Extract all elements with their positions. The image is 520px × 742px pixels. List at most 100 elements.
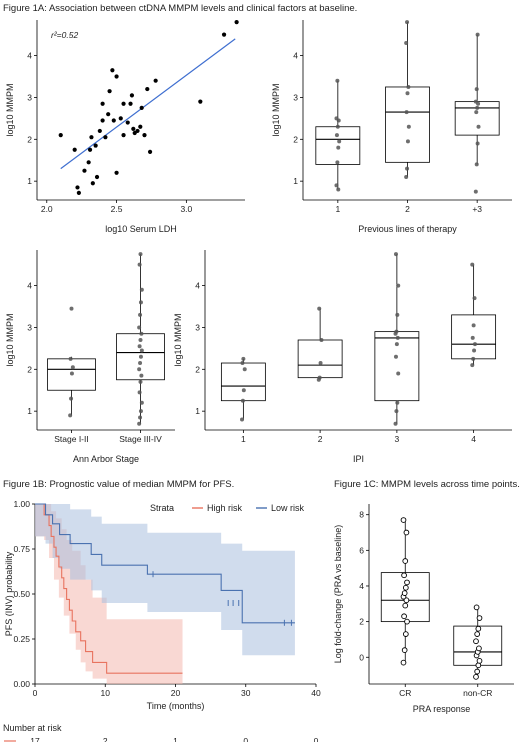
- box-point: [404, 110, 409, 115]
- box-point: [70, 365, 75, 370]
- box-point: [406, 84, 411, 89]
- box-point: [69, 371, 74, 376]
- x-tick-label: 3: [395, 434, 400, 444]
- box-point: [401, 590, 408, 596]
- box-ipi-panel: 1 2 3 4 1 2 3 4 IPI log10 MMPM: [173, 250, 512, 464]
- scatter-point: [110, 68, 115, 73]
- x-tick-label: 40: [311, 688, 321, 698]
- box-point: [394, 409, 399, 414]
- x-axis-title: Time (months): [147, 701, 205, 711]
- box-point: [69, 396, 74, 401]
- box-pra-panel: 0 2 4 6 8 CR non-CR PRA response Log fold-change…: [333, 504, 514, 714]
- scatter-point: [100, 101, 105, 106]
- y-tick-label: 2: [27, 364, 32, 374]
- risk-table-count: 2: [103, 736, 108, 742]
- x-tick-label: 2.0: [41, 204, 53, 214]
- x-axis-title: IPI: [353, 454, 364, 464]
- legend-title: Strata: [150, 503, 174, 513]
- box-point: [471, 356, 476, 361]
- y-tick-label: 4: [359, 581, 364, 591]
- scatter-point: [94, 174, 100, 180]
- scatter-point: [72, 147, 77, 152]
- box-point: [138, 415, 143, 420]
- box-point: [69, 306, 74, 311]
- box-point: [405, 166, 410, 171]
- scatter-point: [145, 86, 150, 92]
- box-point: [473, 674, 479, 680]
- risk-table-count: 0: [314, 736, 319, 742]
- box-point: [472, 296, 477, 301]
- scatter-point: [75, 185, 80, 190]
- box-point: [474, 631, 481, 637]
- box-point: [476, 124, 481, 129]
- box-point: [393, 421, 398, 426]
- box-iqr: [385, 86, 430, 163]
- x-axis-title: Previous lines of therapy: [358, 224, 457, 234]
- scatter-point: [87, 147, 93, 152]
- scatter-point: [135, 128, 140, 134]
- box-point: [137, 344, 142, 349]
- box-point: [335, 78, 340, 83]
- scatter-point: [93, 143, 98, 148]
- x-tick-label: 3.0: [180, 204, 192, 214]
- box-point: [474, 162, 479, 167]
- y-tick-label: 0.00: [13, 679, 30, 689]
- scatter-point: [198, 99, 203, 104]
- box-point: [470, 363, 475, 368]
- box-point: [393, 252, 398, 257]
- x-tick-label: 1: [241, 434, 246, 444]
- risk-table-count: 17: [30, 736, 40, 742]
- box-point: [473, 99, 478, 104]
- risk-table-title: Number at risk: [3, 723, 62, 733]
- box-point: [473, 189, 478, 194]
- box-point: [68, 356, 73, 361]
- scatter-point: [147, 149, 153, 154]
- y-tick-label: 0: [359, 652, 364, 662]
- box-point: [137, 390, 142, 395]
- y-tick-label: 3: [27, 92, 32, 102]
- box-point: [138, 312, 143, 317]
- box-point: [400, 659, 407, 666]
- km-curve: [35, 503, 183, 674]
- box-point: [474, 87, 479, 92]
- km-curve: [35, 503, 295, 624]
- scatter-point: [142, 133, 147, 138]
- scatter-point: [234, 19, 239, 25]
- x-tick-label: 10: [101, 688, 111, 698]
- box-point: [241, 356, 246, 361]
- figure-1a-title: Figure 1A: Association between ctDNA MMP…: [3, 3, 357, 14]
- y-tick-label: 3: [27, 322, 32, 332]
- scatter-point: [121, 101, 126, 106]
- box-point: [396, 283, 401, 288]
- box-point: [395, 400, 400, 405]
- scatter-point: [114, 74, 119, 79]
- y-axis-title: PFS (INV) probability: [4, 551, 14, 636]
- box-point: [138, 252, 143, 257]
- scatter-point: [107, 89, 112, 94]
- box-point: [402, 558, 409, 564]
- y-tick-label: 0.50: [13, 589, 30, 599]
- y-tick-label: 6: [359, 545, 364, 555]
- regression-line: [60, 38, 236, 170]
- x-tick-label: 30: [241, 688, 251, 698]
- box-point: [476, 615, 483, 621]
- y-tick-label: 0.25: [13, 634, 30, 644]
- box-point: [395, 312, 400, 317]
- box-point: [138, 361, 143, 366]
- km-confidence-band: [35, 504, 295, 656]
- box-point: [471, 323, 476, 328]
- scatter-point: [121, 133, 126, 138]
- scatter-point: [100, 118, 105, 123]
- box-point: [137, 367, 142, 372]
- box-point: [393, 354, 398, 359]
- box-point: [334, 116, 339, 121]
- box-point: [137, 262, 142, 267]
- box-point: [336, 187, 341, 192]
- scatter-point: [139, 105, 144, 111]
- box-point: [405, 20, 410, 25]
- box-point: [402, 584, 409, 591]
- box-iqr: [297, 339, 343, 379]
- box-point: [240, 398, 245, 403]
- y-axis-title: log10 MMPM: [5, 313, 15, 366]
- box-point: [337, 139, 342, 144]
